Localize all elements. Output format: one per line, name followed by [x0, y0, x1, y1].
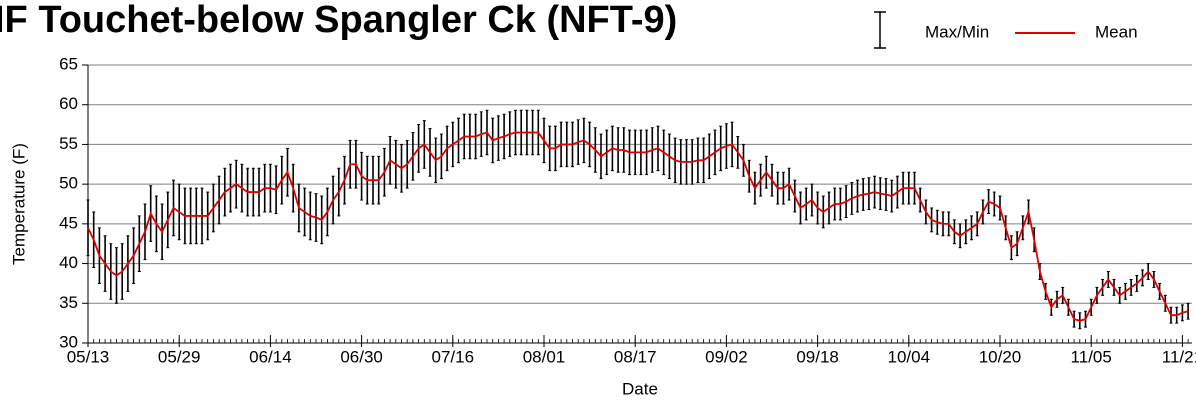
y-tick-label: 45 — [59, 213, 78, 232]
legend-label: Max/Min — [925, 22, 989, 41]
y-tick-label: 40 — [59, 253, 78, 272]
x-tick-label: 11/05 — [1071, 347, 1112, 366]
y-tick-label: 55 — [59, 134, 78, 153]
y-tick-label: 30 — [59, 332, 78, 351]
x-tick-label: 06/30 — [340, 347, 383, 366]
x-tick-label: 08/01 — [523, 347, 566, 366]
y-tick-label: 65 — [59, 54, 78, 73]
y-tick-label: 35 — [59, 293, 78, 312]
x-tick-label: 08/17 — [614, 347, 657, 366]
x-tick-label: 10/04 — [888, 347, 931, 366]
legend: Max/Min Mean — [874, 11, 1138, 49]
x-tick-label: 05/29 — [158, 347, 201, 366]
mean-line — [87, 131, 1189, 322]
x-axis-label: Date — [622, 379, 658, 398]
y-tick-label: 50 — [59, 174, 78, 193]
x-tick-label: 06/14 — [249, 347, 292, 366]
y-tick-label: 60 — [59, 94, 78, 113]
x-tick-label: 07/16 — [432, 347, 475, 366]
x-tick-label: 11/21 — [1162, 347, 1196, 366]
y-axis-label: Temperature (F) — [9, 143, 28, 265]
chart-title: IF Touchet-below Spangler Ck (NFT-9) — [0, 0, 677, 41]
x-tick-label: 10/20 — [979, 347, 1022, 366]
x-tick-label: 05/13 — [67, 347, 110, 366]
legend-label: Mean — [1095, 22, 1138, 41]
x-tick-label: 09/18 — [796, 347, 839, 366]
x-tick-label: 09/02 — [705, 347, 748, 366]
